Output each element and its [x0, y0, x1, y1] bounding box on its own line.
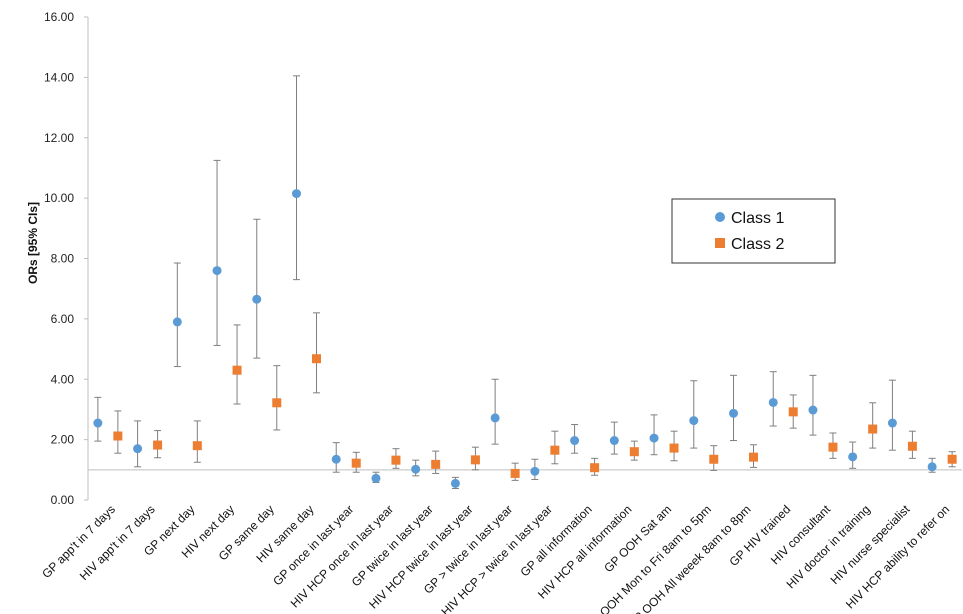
y-tick-label: 12.00 [44, 131, 74, 145]
point-class-2 [749, 453, 758, 462]
legend-label-class-2: Class 2 [731, 236, 784, 253]
error-bars [94, 76, 955, 489]
point-class-1 [650, 434, 659, 443]
y-tick-label: 6.00 [51, 312, 75, 326]
point-class-1 [808, 406, 817, 415]
point-class-2 [193, 441, 202, 450]
category-label: GP OOH Sat am [601, 502, 674, 575]
point-class-1 [133, 444, 142, 453]
point-class-2 [868, 425, 877, 434]
point-class-2 [431, 460, 440, 469]
point-class-2 [233, 366, 242, 375]
point-class-1 [928, 462, 937, 471]
point-class-2 [908, 442, 917, 451]
point-class-1 [570, 436, 579, 445]
point-class-1 [610, 436, 619, 445]
point-class-2 [630, 447, 639, 456]
point-class-2 [590, 463, 599, 472]
point-class-1 [411, 465, 420, 474]
point-class-1 [93, 419, 102, 428]
legend-box [672, 199, 835, 263]
point-class-2 [391, 456, 400, 465]
legend: Class 1 Class 2 [672, 199, 835, 263]
y-tick-label: 8.00 [51, 252, 75, 266]
legend-marker-class-2 [715, 238, 725, 248]
point-class-1 [252, 295, 261, 304]
point-class-2 [550, 446, 559, 455]
point-class-2 [312, 354, 321, 363]
point-class-2 [670, 444, 679, 453]
category-label: HIV app't in 7 days [77, 502, 158, 583]
point-class-1 [451, 479, 460, 488]
point-class-2 [948, 455, 957, 464]
point-class-1 [213, 266, 222, 275]
y-tick-label: 16.00 [44, 10, 74, 24]
point-class-1 [769, 398, 778, 407]
point-class-2 [709, 455, 718, 464]
point-class-1 [491, 413, 500, 422]
point-class-1 [848, 452, 857, 461]
point-class-1 [332, 455, 341, 464]
point-class-2 [113, 432, 122, 441]
y-tick-label: 2.00 [51, 433, 75, 447]
point-class-2 [471, 455, 480, 464]
category-label: GP all information [518, 502, 595, 579]
y-tick-label: 4.00 [51, 372, 75, 386]
point-class-2 [789, 407, 798, 416]
point-class-1 [530, 467, 539, 476]
point-class-1 [371, 474, 380, 483]
legend-marker-class-1 [715, 212, 725, 222]
point-class-1 [292, 189, 301, 198]
point-class-2 [828, 443, 837, 452]
point-class-2 [352, 459, 361, 468]
point-class-1 [689, 416, 698, 425]
point-class-1 [173, 317, 182, 326]
y-tick-label: 0.00 [51, 493, 75, 507]
y-tick-label: 14.00 [44, 70, 74, 84]
point-class-1 [888, 419, 897, 428]
category-label: GP app't in 7 days [39, 502, 118, 581]
y-tick-label: 10.00 [44, 191, 74, 205]
y-axis-label: ORs [95% CIs] [26, 202, 40, 284]
point-class-1 [729, 409, 738, 418]
legend-label-class-1: Class 1 [731, 210, 784, 227]
point-class-2 [272, 398, 281, 407]
point-class-2 [511, 469, 520, 478]
point-class-2 [153, 441, 162, 450]
